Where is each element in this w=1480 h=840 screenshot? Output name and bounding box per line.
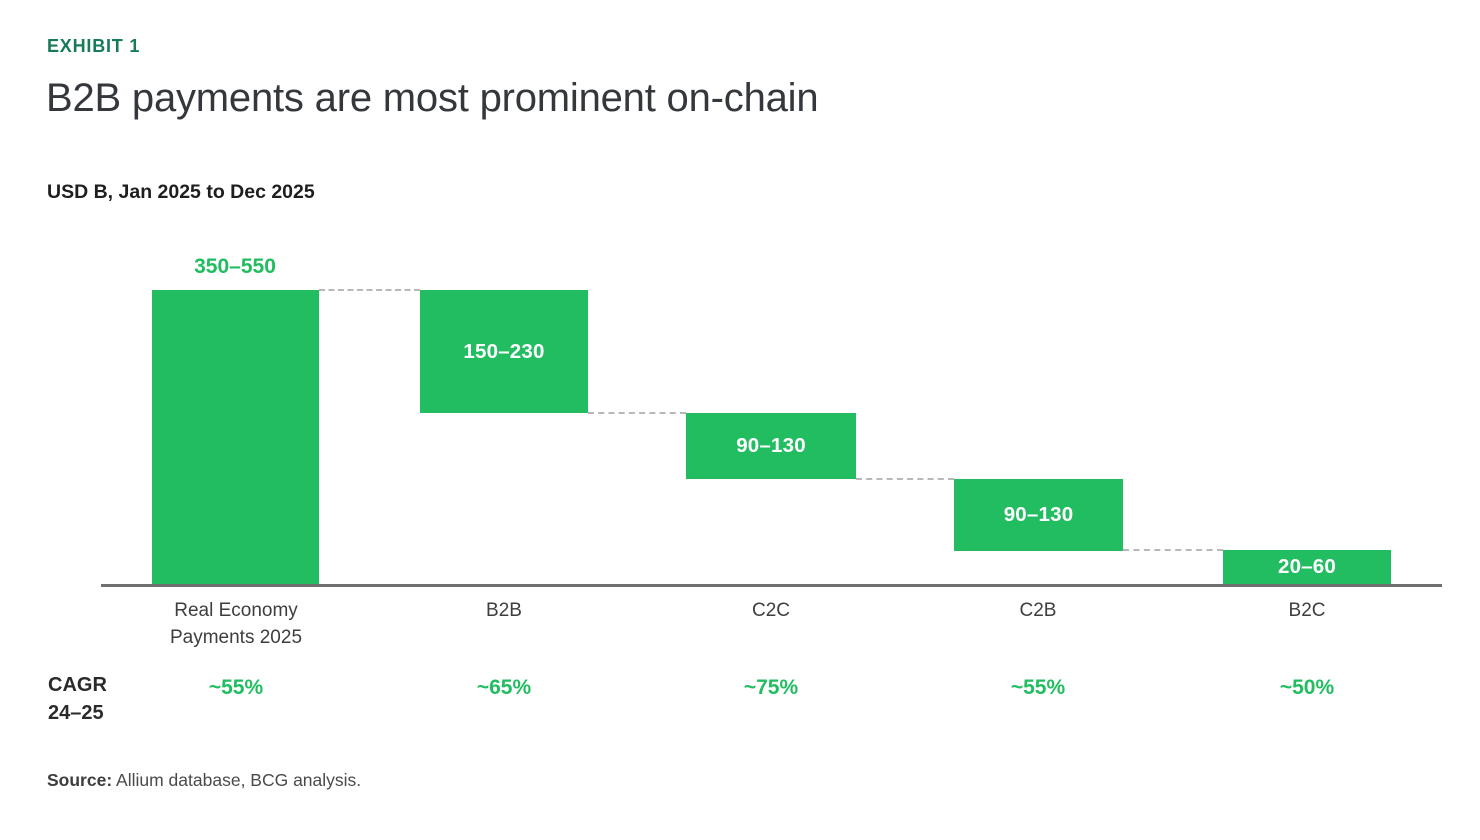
source-prefix: Source: xyxy=(47,770,113,790)
bar-value-label: 90–130 xyxy=(1003,503,1074,526)
waterfall-connector xyxy=(1123,549,1223,551)
x-axis-category-label: B2B xyxy=(486,600,522,621)
waterfall-connector xyxy=(588,412,686,414)
bar-value-label: 90–130 xyxy=(736,434,806,457)
cagr-header-line2: 24–25 xyxy=(48,702,104,724)
cagr-value: ~55% xyxy=(208,676,264,699)
page-title: B2B payments are most prominent on-chain xyxy=(46,76,819,120)
waterfall-connector xyxy=(856,478,954,480)
source-text: Allium database, BCG analysis. xyxy=(112,770,362,790)
waterfall-bar-b2c: 20–60 xyxy=(1223,550,1391,584)
cagr-header-line1: CAGR xyxy=(48,674,107,696)
x-axis-category-label: C2C xyxy=(751,600,791,621)
x-axis-category-label: Real Economy Payments 2025 xyxy=(169,600,303,648)
source-line: Source: Allium database, BCG analysis. xyxy=(47,770,361,791)
chart-units-subtitle: USD B, Jan 2025 to Dec 2025 xyxy=(47,181,315,203)
cagr-value: ~50% xyxy=(1279,676,1335,699)
cagr-value: ~55% xyxy=(1010,676,1066,699)
cagr-value: ~65% xyxy=(476,676,532,699)
waterfall-bar-c2c: 90–130 xyxy=(686,413,856,479)
cagr-row-header: CAGR 24–25 xyxy=(48,671,107,727)
waterfall-bar-b2b: 150–230 xyxy=(420,290,588,413)
waterfall-connector xyxy=(319,289,420,291)
cagr-value: ~75% xyxy=(743,676,799,699)
x-axis-line xyxy=(101,584,1442,587)
exhibit-label: EXHIBIT 1 xyxy=(47,36,141,56)
waterfall-bar-c2b: 90–130 xyxy=(954,479,1123,551)
bar-value-label: 20–60 xyxy=(1277,555,1336,578)
bar-value-label: 350–550 xyxy=(194,255,276,278)
x-axis-category-label: C2B xyxy=(1019,600,1057,621)
x-axis-category-label: B2C xyxy=(1288,600,1326,621)
waterfall-bar-real-economy xyxy=(152,290,319,584)
bar-value-label: 150–230 xyxy=(463,339,545,363)
